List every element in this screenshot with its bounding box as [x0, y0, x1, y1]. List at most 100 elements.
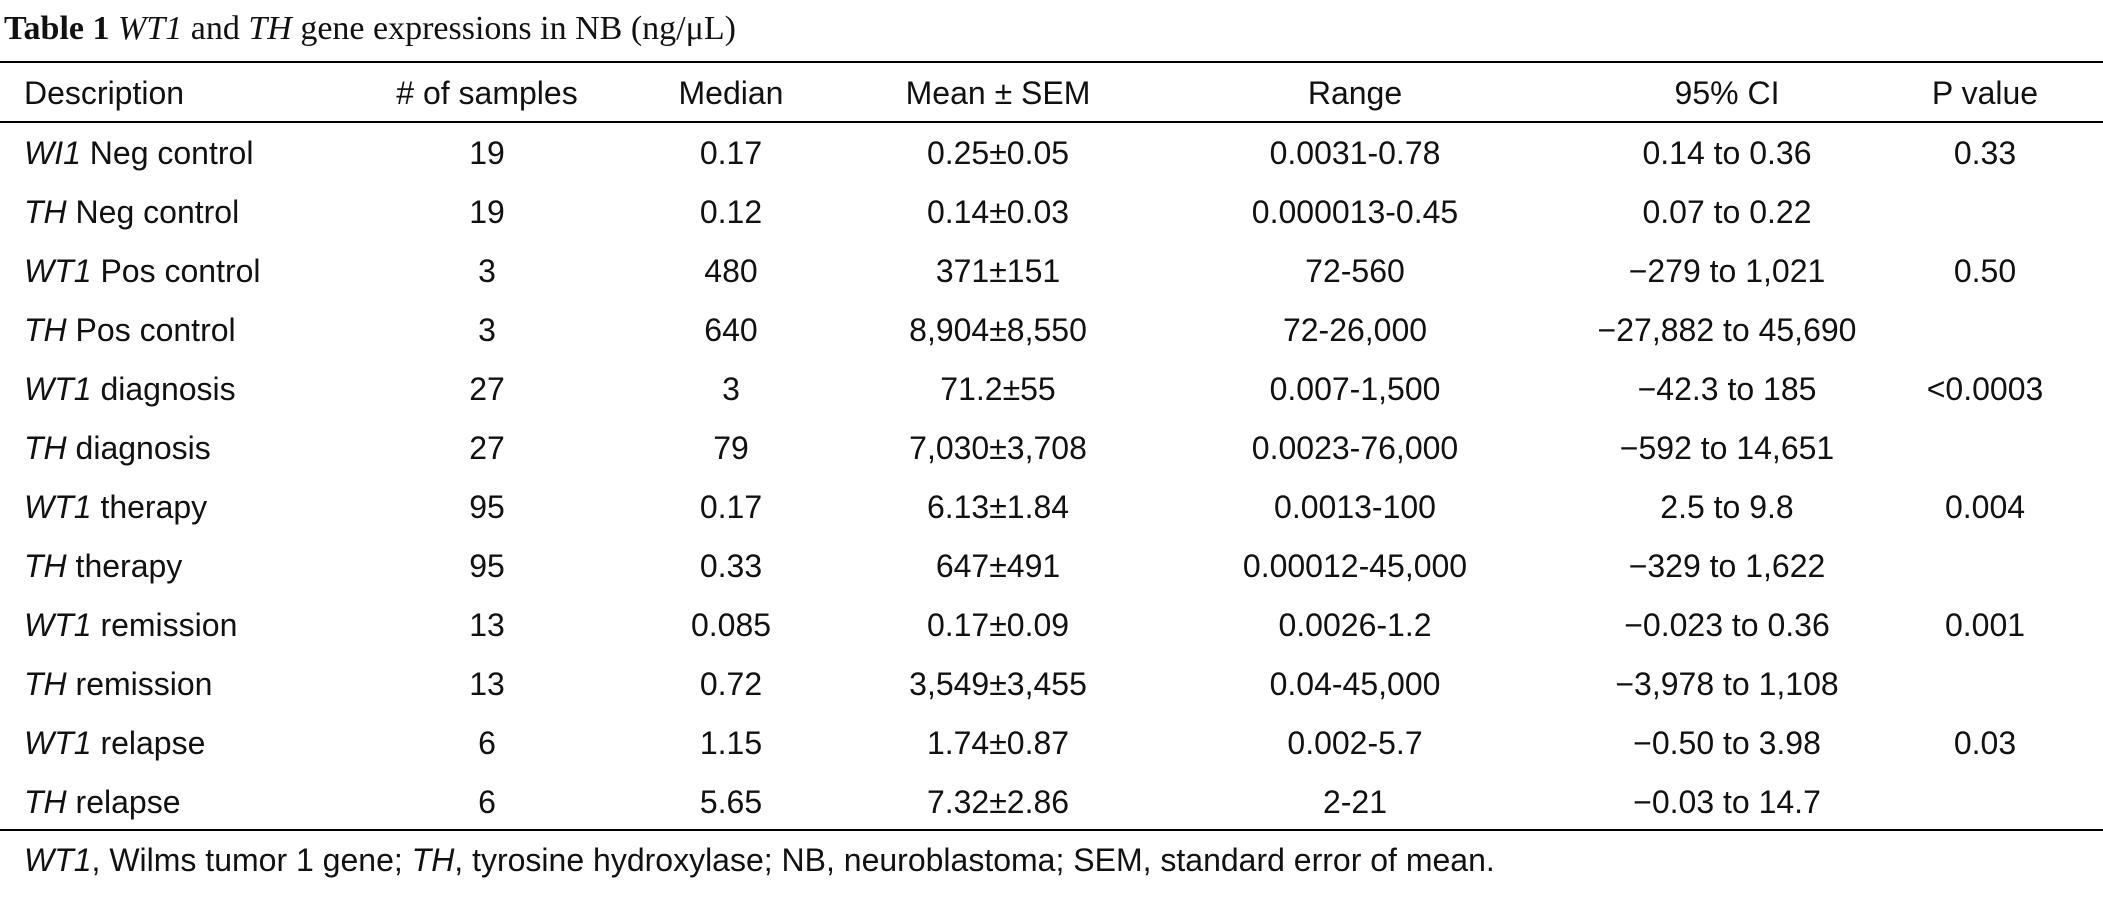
cell-mean-sem: 3,549±3,455 — [909, 666, 1087, 702]
caption-label: Table 1 — [4, 10, 110, 47]
cell-median: 0.17 — [699, 489, 763, 525]
header-mean-sem: Mean ± SEM — [905, 75, 1091, 111]
cell-samples: 6 — [478, 725, 496, 761]
table-caption: Table 1 WT1 and TH gene expressions in N… — [4, 10, 736, 48]
caption-gene-wt1: WT1 — [118, 10, 183, 47]
cell-p-value: 0.03 — [1953, 725, 2017, 761]
cell-samples: 27 — [469, 430, 505, 466]
header-median: Median — [678, 75, 784, 111]
gene-name: TH — [24, 312, 67, 348]
cell-mean-sem: 6.13±1.84 — [926, 489, 1070, 525]
cell-description: TH Neg control — [24, 196, 239, 228]
top-rule — [0, 61, 2103, 63]
header-rule — [0, 121, 2103, 123]
cell-range: 72-26,000 — [1282, 312, 1428, 348]
cell-range: 0.0013-100 — [1274, 489, 1436, 525]
cell-samples: 3 — [478, 253, 496, 289]
cell-mean-sem: 0.25±0.05 — [926, 135, 1070, 171]
cell-p-value: <0.0003 — [1926, 371, 2044, 407]
header-description: Description — [24, 75, 185, 111]
description-text: Pos control — [100, 253, 261, 289]
cell-ci: −0.50 to 3.98 — [1633, 725, 1821, 761]
table-footnote: WT1, Wilms tumor 1 gene; TH, tyrosine hy… — [24, 842, 1495, 879]
gene-name: TH — [24, 194, 67, 230]
cell-description: TH remission — [24, 668, 212, 700]
cell-description: TH Pos control — [24, 314, 236, 346]
cell-range: 2-21 — [1322, 784, 1388, 820]
gene-name: WT1 — [24, 607, 92, 643]
gene-name: TH — [24, 548, 67, 584]
cell-median: 5.65 — [699, 784, 763, 820]
cell-ci: −0.023 to 0.36 — [1624, 607, 1830, 643]
cell-description: WT1 Pos control — [24, 255, 261, 287]
cell-range: 72-560 — [1305, 253, 1405, 289]
cell-ci: −0.03 to 14.7 — [1633, 784, 1821, 820]
cell-range: 0.002-5.7 — [1287, 725, 1423, 761]
gene-name: WT1 — [24, 371, 92, 407]
cell-range: 0.0031-0.78 — [1269, 135, 1441, 171]
cell-range: 0.0026-1.2 — [1278, 607, 1432, 643]
cell-ci: 0.14 to 0.36 — [1642, 135, 1812, 171]
cell-mean-sem: 0.14±0.03 — [926, 194, 1070, 230]
caption-and: and — [190, 10, 240, 47]
cell-median: 0.72 — [699, 666, 763, 702]
cell-mean-sem: 371±151 — [935, 253, 1061, 289]
cell-median: 640 — [704, 312, 758, 348]
gene-name: TH — [24, 430, 67, 466]
cell-range: 0.000013-0.45 — [1251, 194, 1459, 230]
header-range: Range — [1307, 75, 1403, 111]
description-text: remission — [100, 607, 238, 643]
cell-samples: 13 — [469, 666, 505, 702]
cell-ci: −27,882 to 45,690 — [1597, 312, 1857, 348]
gene-name: WT1 — [24, 253, 92, 289]
description-text: therapy — [100, 489, 208, 525]
cell-mean-sem: 647±491 — [935, 548, 1061, 584]
cell-description: TH therapy — [24, 550, 182, 582]
gene-name: WT1 — [24, 489, 92, 525]
cell-ci: −329 to 1,622 — [1628, 548, 1826, 584]
gene-name: WT1 — [24, 725, 92, 761]
cell-mean-sem: 7,030±3,708 — [909, 430, 1087, 466]
cell-description: TH relapse — [24, 786, 181, 818]
cell-range: 0.04-45,000 — [1269, 666, 1441, 702]
cell-description: WI1 Neg control — [24, 137, 253, 169]
cell-range: 0.0023-76,000 — [1251, 430, 1459, 466]
caption-rest: gene expressions in NB (ng/μL) — [300, 10, 736, 47]
header-ci: 95% CI — [1674, 75, 1780, 111]
cell-p-value: 0.33 — [1953, 135, 2017, 171]
cell-ci: 0.07 to 0.22 — [1642, 194, 1812, 230]
description-text: diagnosis — [100, 371, 236, 407]
cell-mean-sem: 7.32±2.86 — [926, 784, 1070, 820]
cell-description: TH diagnosis — [24, 432, 211, 464]
cell-samples: 13 — [469, 607, 505, 643]
cell-samples: 19 — [469, 135, 505, 171]
cell-samples: 19 — [469, 194, 505, 230]
header-samples: # of samples — [396, 75, 578, 111]
cell-median: 3 — [722, 371, 740, 407]
cell-range: 0.00012-45,000 — [1242, 548, 1468, 584]
cell-samples: 3 — [478, 312, 496, 348]
cell-ci: −42.3 to 185 — [1637, 371, 1817, 407]
footnote-gene-th: TH — [411, 842, 455, 878]
cell-ci: −3,978 to 1,108 — [1615, 666, 1839, 702]
description-text: remission — [75, 666, 213, 702]
cell-samples: 95 — [469, 489, 505, 525]
description-text: Neg control — [75, 194, 240, 230]
footnote-text-2: , tyrosine hydroxylase; NB, neuroblastom… — [454, 842, 1495, 878]
gene-name: TH — [24, 666, 67, 702]
cell-ci: −279 to 1,021 — [1628, 253, 1826, 289]
cell-mean-sem: 8,904±8,550 — [909, 312, 1087, 348]
cell-samples: 95 — [469, 548, 505, 584]
cell-range: 0.007-1,500 — [1269, 371, 1441, 407]
header-p-value: P value — [1931, 75, 2039, 111]
cell-description: WT1 diagnosis — [24, 373, 236, 405]
cell-median: 1.15 — [699, 725, 763, 761]
cell-description: WT1 remission — [24, 609, 237, 641]
cell-mean-sem: 0.17±0.09 — [926, 607, 1070, 643]
description-text: Neg control — [89, 135, 254, 171]
cell-median: 0.12 — [699, 194, 763, 230]
cell-median: 79 — [713, 430, 749, 466]
bottom-rule — [0, 829, 2103, 831]
cell-ci: −592 to 14,651 — [1619, 430, 1835, 466]
